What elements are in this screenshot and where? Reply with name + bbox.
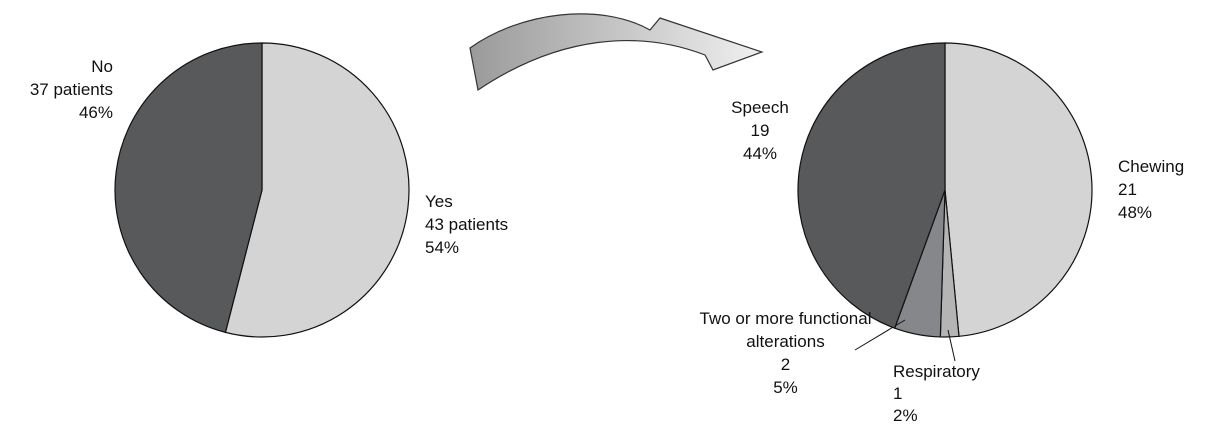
slice-category: No	[91, 57, 113, 76]
slice-category: Two or more functional alterations	[699, 309, 872, 351]
slice-count: 21	[1118, 180, 1137, 199]
pie-slice	[114, 42, 263, 334]
slice-category: Yes	[425, 192, 453, 211]
slice-percent: 48%	[1118, 203, 1153, 222]
slice-percent: 2%	[893, 406, 918, 425]
pie-slice	[944, 42, 1093, 337]
slice-category: Chewing	[1118, 157, 1185, 176]
slice-label: No 37 patients 46%	[0, 55, 113, 124]
slice-count: 1	[893, 384, 903, 403]
slice-label: Two or more functional alterations 2 5%	[698, 307, 873, 399]
arrow	[469, 13, 764, 92]
slice-percent: 54%	[425, 238, 460, 257]
slice-label: Chewing 21 48%	[1118, 155, 1184, 224]
slice-label: Speech 19 44%	[700, 96, 820, 165]
slice-label: Yes 43 patients 54%	[425, 190, 508, 259]
slice-count: 37 patients	[29, 80, 113, 99]
slice-category: Respiratory	[893, 362, 980, 381]
slice-label: Respiratory 1 2%	[893, 361, 980, 427]
slice-percent: 44%	[742, 144, 778, 163]
slice-percent: 5%	[773, 378, 798, 397]
slice-count: 2	[780, 355, 791, 374]
slice-percent: 46%	[78, 103, 113, 122]
leader-line	[854, 319, 906, 351]
slice-category: Speech	[731, 98, 789, 117]
pies	[114, 42, 1093, 362]
pie-slice	[797, 42, 946, 329]
pie-slice	[224, 42, 410, 338]
slice-count: 19	[750, 121, 770, 140]
leader-line	[947, 329, 956, 362]
slice-count: 43 patients	[425, 215, 509, 234]
